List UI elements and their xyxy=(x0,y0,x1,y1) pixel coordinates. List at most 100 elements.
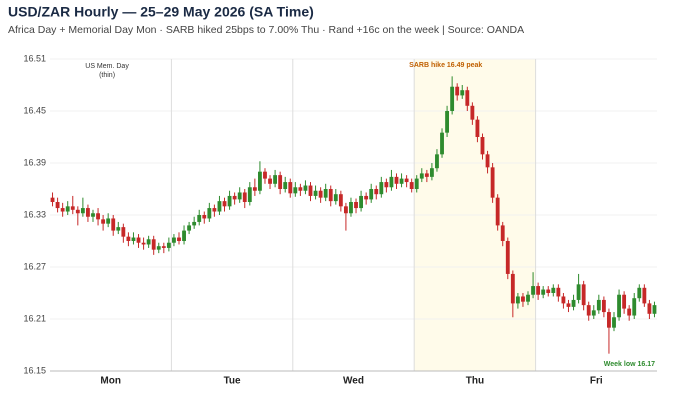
candle-body xyxy=(156,246,161,250)
candle-body xyxy=(333,194,338,202)
y-tick-label: 16.15 xyxy=(23,365,46,375)
candle-body xyxy=(338,194,343,207)
candle-body xyxy=(192,221,197,226)
candle-body xyxy=(384,182,389,188)
candle-body xyxy=(136,237,141,243)
candle-body xyxy=(515,296,520,304)
candle-body xyxy=(166,242,171,248)
candle-body xyxy=(591,310,596,316)
candle-body xyxy=(389,176,394,188)
annotation: US Mem. Day xyxy=(85,63,129,70)
y-tick-label: 16.45 xyxy=(23,105,46,115)
candle-body xyxy=(531,286,535,295)
x-tick-label: Mon xyxy=(100,376,121,387)
candle-body xyxy=(429,168,434,177)
candle-body xyxy=(601,299,606,313)
candle-body xyxy=(60,208,65,212)
candle-body xyxy=(96,213,100,220)
candle-body xyxy=(303,185,308,191)
candle-body xyxy=(470,105,475,120)
candle-body xyxy=(232,195,237,200)
candle-body xyxy=(566,303,571,307)
candle-body xyxy=(369,189,374,200)
candle-body xyxy=(495,197,500,226)
candle-body xyxy=(177,237,181,241)
candle-body xyxy=(116,227,121,231)
candle-body xyxy=(318,190,323,198)
candle-body xyxy=(202,215,207,219)
candle-body xyxy=(510,273,515,304)
candle-body xyxy=(55,202,60,209)
candle-body xyxy=(146,239,151,245)
candle-body xyxy=(480,137,485,155)
candle-body xyxy=(278,175,283,189)
candle-body xyxy=(288,182,293,194)
candle-body xyxy=(374,189,379,195)
candle-body xyxy=(424,173,429,177)
candle-body xyxy=(50,197,55,202)
candle-body xyxy=(414,178,419,189)
candle-body xyxy=(632,298,637,316)
candle-body xyxy=(546,289,551,293)
candle-body xyxy=(354,202,358,209)
candle-body xyxy=(455,86,460,96)
candle-body xyxy=(141,242,146,245)
candle-body xyxy=(131,237,136,241)
candle-body xyxy=(359,195,364,209)
candle-body xyxy=(475,119,480,137)
candle-body xyxy=(197,215,202,222)
candle-body xyxy=(70,206,75,210)
candle-body xyxy=(607,312,611,328)
candle-body xyxy=(257,171,262,191)
candle-body xyxy=(298,187,303,191)
candle-body xyxy=(586,305,591,316)
candle-body xyxy=(460,90,465,96)
candle-body xyxy=(65,206,70,212)
candle-body xyxy=(576,284,581,300)
candle-body xyxy=(323,189,328,198)
candle-body xyxy=(526,294,530,302)
x-tick-label: Thu xyxy=(466,376,484,387)
candle-body xyxy=(349,202,353,214)
candle-body xyxy=(637,287,642,299)
candle-body xyxy=(551,287,556,293)
candle-body xyxy=(161,246,166,248)
y-tick-label: 16.33 xyxy=(23,209,46,219)
annotation: Week low 16.17 xyxy=(604,361,655,368)
candle-body xyxy=(242,192,247,202)
candle-body xyxy=(343,206,348,214)
candle-body xyxy=(490,167,495,198)
candle-body xyxy=(313,190,318,196)
candle-body xyxy=(91,213,95,217)
candle-body xyxy=(126,236,131,241)
chart-subtitle: Africa Day + Memorial Day Mon · SARB hik… xyxy=(8,24,524,36)
candle-body xyxy=(121,227,126,237)
candle-body xyxy=(571,299,576,307)
candle-body xyxy=(263,171,267,179)
candle-body xyxy=(111,218,116,231)
candle-body xyxy=(536,286,541,295)
candle-body xyxy=(450,86,455,111)
candle-body xyxy=(80,208,85,214)
candle-body xyxy=(217,201,222,212)
candle-body xyxy=(622,294,627,309)
candle-body xyxy=(617,294,621,318)
candle-body xyxy=(237,192,242,200)
candle-body xyxy=(652,305,657,314)
candle-body xyxy=(212,208,217,212)
candle-body xyxy=(642,287,647,304)
candle-body xyxy=(364,195,369,200)
candle-body xyxy=(75,209,80,214)
candle-body xyxy=(151,239,156,250)
candle-body xyxy=(521,296,525,302)
candle-body xyxy=(435,154,439,169)
candle-body xyxy=(596,299,601,311)
y-tick-label: 16.27 xyxy=(23,261,46,271)
candle-body xyxy=(106,218,111,224)
candle-body xyxy=(409,182,414,189)
candle-body xyxy=(561,296,566,304)
x-tick-label: Fri xyxy=(590,376,603,387)
candle-body xyxy=(172,237,176,243)
candle-body xyxy=(505,241,510,274)
